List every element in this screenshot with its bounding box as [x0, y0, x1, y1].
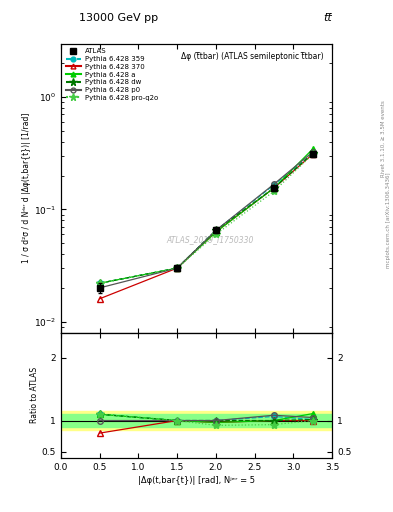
Pythia 6.428 pro-q2o	[310, 151, 315, 157]
Pythia 6.428 pro-q2o	[175, 265, 180, 271]
Text: tt̅: tt̅	[323, 13, 332, 23]
Line: Pythia 6.428 a: Pythia 6.428 a	[97, 146, 316, 286]
X-axis label: |Δφ(t,bar{t})| [rad], Nʲᵉʳ = 5: |Δφ(t,bar{t})| [rad], Nʲᵉʳ = 5	[138, 476, 255, 485]
Pythia 6.428 p0	[175, 265, 180, 271]
Text: Rivet 3.1.10, ≥ 3.5M events: Rivet 3.1.10, ≥ 3.5M events	[381, 100, 386, 177]
Pythia 6.428 a	[97, 280, 102, 286]
Line: Pythia 6.428 p0: Pythia 6.428 p0	[97, 149, 316, 291]
Pythia 6.428 dw	[310, 151, 315, 157]
Line: Pythia 6.428 370: Pythia 6.428 370	[97, 152, 316, 302]
Pythia 6.428 359	[272, 182, 276, 188]
Line: Pythia 6.428 359: Pythia 6.428 359	[97, 151, 316, 286]
Pythia 6.428 dw	[175, 265, 180, 271]
Bar	[61, 411, 332, 430]
Pythia 6.428 pro-q2o	[272, 188, 276, 195]
Bar	[61, 414, 332, 427]
Pythia 6.428 a	[310, 146, 315, 152]
Pythia 6.428 pro-q2o	[213, 231, 218, 238]
Text: Δφ (t̅tbar) (ATLAS semileptonic t̅tbar): Δφ (t̅tbar) (ATLAS semileptonic t̅tbar)	[181, 52, 324, 61]
Pythia 6.428 370	[272, 185, 276, 191]
Legend: ATLAS, Pythia 6.428 359, Pythia 6.428 370, Pythia 6.428 a, Pythia 6.428 dw, Pyth: ATLAS, Pythia 6.428 359, Pythia 6.428 37…	[64, 46, 160, 103]
Pythia 6.428 370	[213, 229, 218, 235]
Pythia 6.428 a	[175, 265, 180, 271]
Y-axis label: 1 / σ d²σ / d Nʳᵇʳ d |Δφ(t,bar{t})| [1/rad]: 1 / σ d²σ / d Nʳᵇʳ d |Δφ(t,bar{t})| [1/r…	[22, 113, 31, 263]
Pythia 6.428 dw	[272, 185, 276, 191]
Pythia 6.428 a	[213, 229, 218, 235]
Pythia 6.428 p0	[272, 181, 276, 187]
Pythia 6.428 370	[175, 265, 180, 271]
Pythia 6.428 dw	[97, 280, 102, 286]
Line: Pythia 6.428 dw: Pythia 6.428 dw	[95, 150, 317, 287]
Pythia 6.428 359	[97, 280, 102, 286]
Text: ATLAS_2019_I1750330: ATLAS_2019_I1750330	[166, 236, 254, 245]
Line: Pythia 6.428 pro-q2o: Pythia 6.428 pro-q2o	[95, 150, 317, 287]
Pythia 6.428 p0	[310, 149, 315, 155]
Y-axis label: Ratio to ATLAS: Ratio to ATLAS	[30, 367, 39, 423]
Pythia 6.428 a	[272, 185, 276, 191]
Pythia 6.428 370	[310, 151, 315, 157]
Pythia 6.428 359	[175, 265, 180, 271]
Pythia 6.428 370	[97, 296, 102, 302]
Pythia 6.428 dw	[213, 227, 218, 233]
Pythia 6.428 pro-q2o	[97, 280, 102, 286]
Pythia 6.428 359	[310, 151, 315, 157]
Text: mcplots.cern.ch [arXiv:1306.3436]: mcplots.cern.ch [arXiv:1306.3436]	[386, 173, 391, 268]
Pythia 6.428 p0	[97, 285, 102, 291]
Pythia 6.428 359	[213, 227, 218, 233]
Pythia 6.428 p0	[213, 227, 218, 233]
Text: 13000 GeV pp: 13000 GeV pp	[79, 13, 158, 23]
